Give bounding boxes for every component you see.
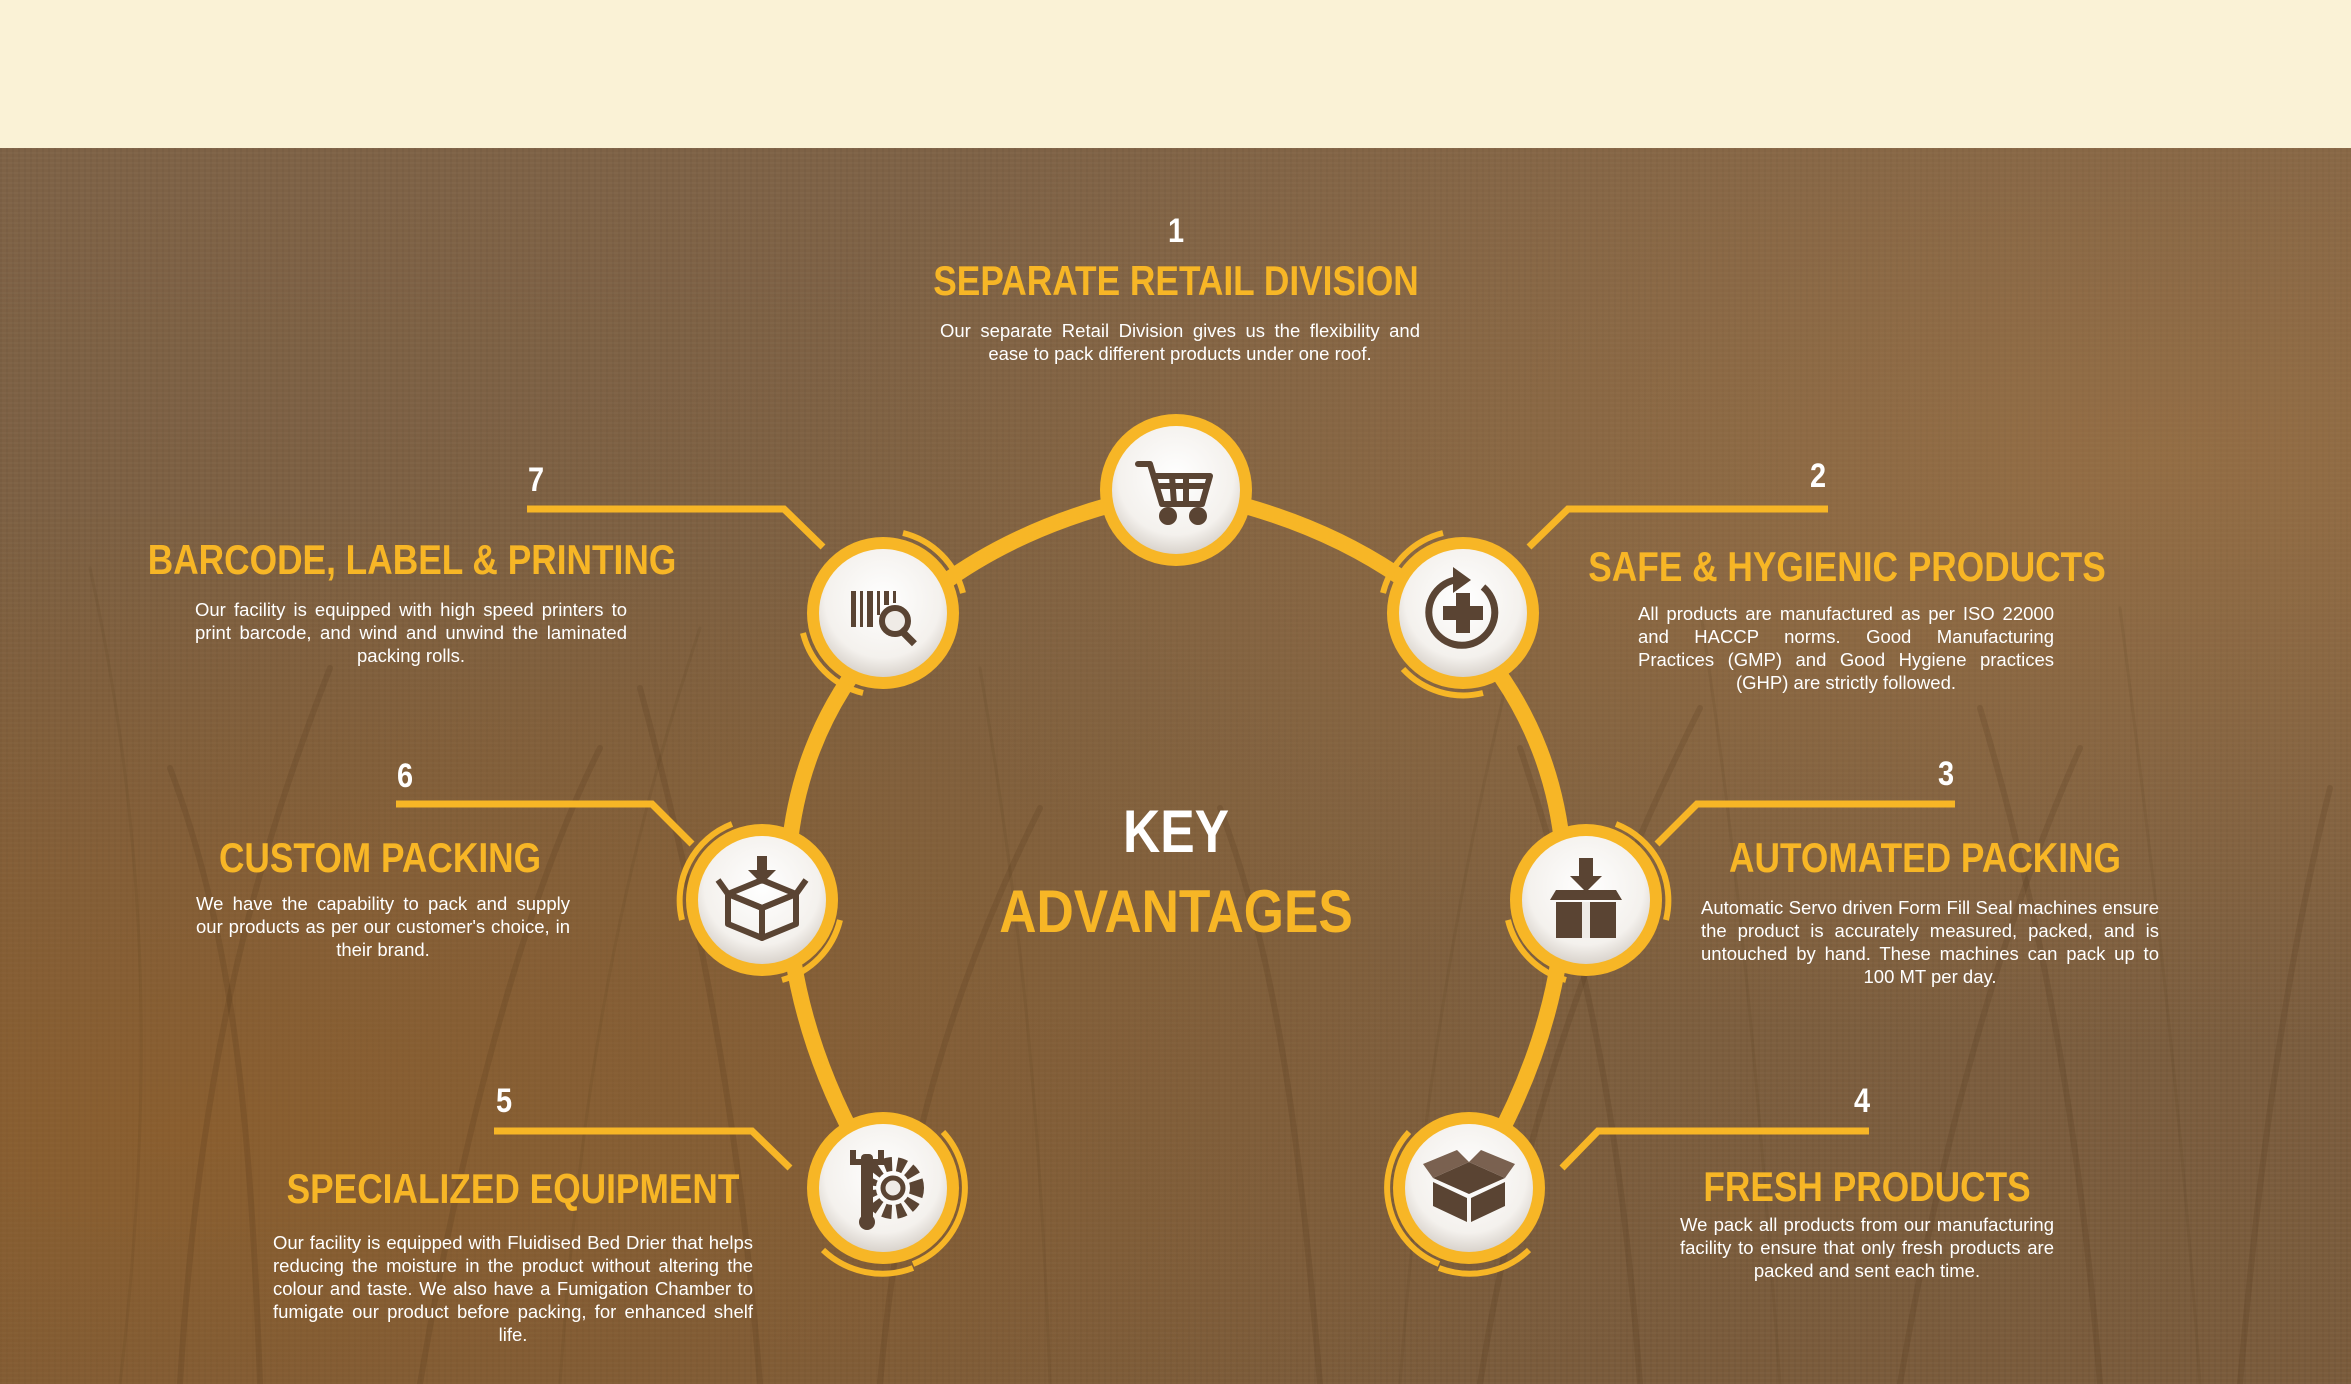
item-title: SAFE & HYGIENIC PRODUCTS	[1588, 543, 2106, 590]
center-title-advantages: ADVANTAGES	[999, 878, 1353, 945]
item-description: We have the capability to pack and suppl…	[196, 893, 570, 960]
item-title: SPECIALIZED EQUIPMENT	[286, 1165, 740, 1212]
item-number: 7	[527, 461, 545, 499]
item-description: We pack all products from our manufactur…	[1680, 1214, 2054, 1281]
box-packing-icon	[1550, 858, 1622, 938]
item-description: Automatic Servo driven Form Fill Seal ma…	[1701, 897, 2159, 987]
shopping-cart-icon	[1135, 461, 1213, 525]
item-number: 3	[1937, 755, 1955, 793]
node-4	[1384, 1112, 1545, 1277]
connector-3	[1654, 800, 1955, 847]
connector-7	[527, 505, 826, 550]
custom-box-icon	[715, 856, 809, 941]
node-7	[800, 530, 966, 696]
connector-4	[1559, 1127, 1869, 1171]
item-number: 4	[1853, 1082, 1871, 1120]
node-6	[676, 821, 843, 983]
item-number: 6	[396, 757, 414, 795]
node-5	[807, 1112, 968, 1277]
connector-2	[1526, 505, 1828, 550]
item-description: Our facility is equipped with Fluidised …	[273, 1232, 753, 1345]
item-description: All products are manufactured as per ISO…	[1638, 603, 2054, 693]
tools-gear-icon	[850, 1150, 924, 1230]
item-description: Our facility is equipped with high speed…	[195, 599, 627, 666]
hygiene-cross-icon	[1425, 567, 1499, 649]
item-title: BARCODE, LABEL & PRINTING	[147, 536, 677, 583]
connector-5	[494, 1127, 793, 1171]
item-title: AUTOMATED PACKING	[1729, 834, 2121, 881]
item-number: 1	[1167, 212, 1185, 250]
connector-6	[396, 800, 695, 847]
open-box-icon	[1423, 1150, 1515, 1222]
barcode-search-icon	[851, 591, 917, 647]
item-title: SEPARATE RETAIL DIVISION	[933, 257, 1419, 304]
item-title: FRESH PRODUCTS	[1703, 1163, 2031, 1210]
background-panel	[0, 148, 2351, 1384]
node-1	[1100, 414, 1252, 566]
item-number: 5	[495, 1082, 513, 1120]
node-2	[1380, 530, 1539, 699]
top-strip	[0, 0, 2351, 148]
item-number: 2	[1809, 457, 1827, 495]
node-3	[1505, 821, 1672, 983]
item-title: CUSTOM PACKING	[218, 834, 542, 881]
center-title-key: KEY	[1122, 798, 1230, 865]
item-description: Our separate Retail Division gives us th…	[940, 320, 1420, 364]
